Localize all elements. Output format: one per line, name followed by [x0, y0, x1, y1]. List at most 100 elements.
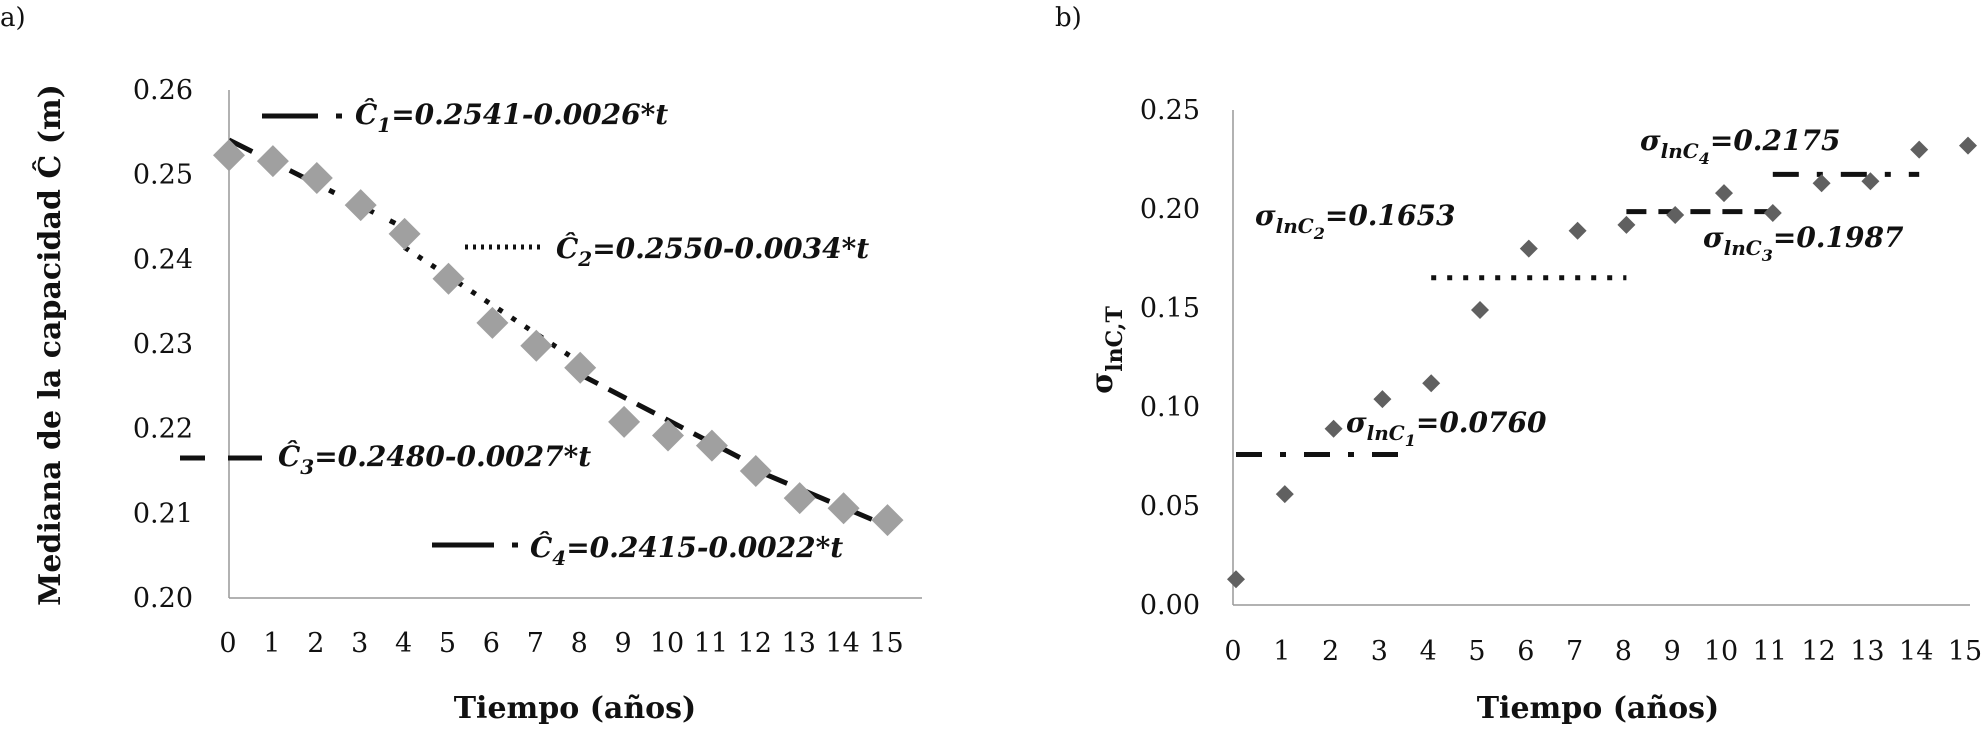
x-tick-label-a: 8	[571, 628, 588, 659]
data-point-b	[1861, 172, 1880, 191]
data-point-b	[1324, 419, 1343, 438]
data-point-b	[1568, 221, 1587, 240]
y-tick-label-a: 0.22	[133, 414, 193, 445]
x-tick-label-a: 7	[527, 628, 544, 659]
x-tick-label-b: 7	[1566, 636, 1583, 667]
x-tick-label-b: 2	[1322, 636, 1339, 667]
y-axis-title-b: σlnC,T	[1085, 306, 1128, 394]
x-axis-title-b: Tiempo (años)	[1477, 691, 1720, 726]
data-points-a	[213, 139, 904, 537]
y-tick-label-b: 0.20	[1140, 194, 1200, 225]
x-tick-label-b: 4	[1420, 636, 1437, 667]
equation-label-c4: Ĉ4=0.2415-0.0022*t	[530, 530, 843, 570]
data-point-a	[520, 329, 553, 362]
x-tick-label-b: 11	[1753, 636, 1787, 667]
mean-lines-b	[1236, 171, 1920, 458]
data-point-a	[695, 429, 728, 462]
equation-label-c3: Ĉ3=0.2480-0.0027*t	[278, 439, 591, 479]
y-tick-label-a: 0.24	[133, 244, 193, 275]
data-point-b	[1373, 390, 1392, 409]
data-point-b	[1763, 203, 1782, 222]
x-tick-label-a: 4	[395, 628, 412, 659]
x-tick-label-b: 5	[1468, 636, 1485, 667]
x-tick-label-a: 6	[483, 628, 500, 659]
equation-label-c2: Ĉ2=0.2550-0.0034*t	[556, 231, 869, 271]
y-tick-label-b: 0.05	[1140, 491, 1200, 522]
x-tick-label-b: 0	[1224, 636, 1241, 667]
y-tick-label-a: 0.21	[133, 498, 193, 529]
data-point-b	[1227, 570, 1245, 589]
data-point-b	[1422, 374, 1441, 393]
y-axis-title-a: Mediana de la capacidad Ĉ (m)	[32, 84, 68, 606]
y-tick-label-b: 0.15	[1140, 293, 1200, 324]
x-tick-label-a: 11	[694, 628, 728, 659]
data-point-a	[871, 504, 904, 537]
data-point-b	[1275, 485, 1294, 504]
data-point-a	[344, 189, 377, 222]
y-tick-labels-a: 0.20 0.21 0.22 0.23 0.24 0.25 0.26	[133, 75, 193, 614]
data-point-a	[388, 217, 421, 250]
data-point-b	[1910, 140, 1929, 159]
data-points-b	[1227, 136, 1977, 589]
x-tick-label-b: 14	[1899, 636, 1933, 667]
data-point-b	[1617, 215, 1636, 234]
x-tick-label-a: 12	[738, 628, 772, 659]
data-point-b	[1715, 184, 1733, 203]
x-tick-label-b: 10	[1704, 636, 1738, 667]
x-tick-label-a: 15	[869, 628, 903, 659]
data-point-a	[564, 351, 597, 384]
data-point-a	[739, 455, 772, 487]
data-point-b	[1519, 239, 1538, 258]
x-tick-label-b: 15	[1948, 636, 1981, 667]
x-tick-label-b: 9	[1664, 636, 1681, 667]
data-point-b	[1959, 136, 1977, 155]
sigma-label-2: σlnC2=0.1653	[1255, 199, 1455, 243]
y-tick-label-a: 0.20	[133, 583, 193, 614]
data-point-a	[476, 306, 509, 339]
data-point-a	[256, 145, 289, 178]
data-point-b	[1471, 300, 1489, 319]
data-point-a	[300, 162, 333, 195]
x-tick-label-b: 3	[1371, 636, 1388, 667]
equation-label-c1: Ĉ1=0.2541-0.0026*t	[355, 97, 668, 137]
sigma-label-1: σlnC1=0.0760	[1346, 406, 1547, 450]
annotations-a: Ĉ1=0.2541-0.0026*t Ĉ2=0.2550-0.0034*t Ĉ3=0…	[278, 97, 869, 570]
x-tick-label-a: 10	[650, 628, 684, 659]
data-point-b	[1666, 205, 1685, 224]
y-tick-label-a: 0.25	[133, 160, 193, 191]
annotations-b: σlnC1=0.0760 σlnC2=0.1653 σlnC3=0.1987 σlnC…	[1255, 124, 1904, 450]
y-tick-label-b: 0.00	[1140, 590, 1200, 621]
x-tick-label-a: 0	[219, 628, 236, 659]
panel-label-a: a)	[0, 3, 26, 33]
x-tick-label-a: 2	[307, 628, 324, 659]
y-tick-label-a: 0.23	[133, 329, 193, 360]
data-point-a	[432, 262, 465, 295]
x-tick-label-b: 1	[1273, 636, 1290, 667]
y-axis-title-b-sub: lnC,T	[1102, 306, 1128, 372]
y-tick-label-a: 0.26	[133, 75, 193, 106]
chart-panel-b: b) 0.00 0.05 0.10 0.15 0.20 0.25 0 1 2 3 4 5 6 7 8 9 10…	[1055, 3, 1981, 726]
data-point-a	[827, 492, 860, 525]
data-point-a	[608, 405, 641, 438]
data-point-a	[783, 482, 816, 515]
data-point-b	[1812, 174, 1831, 193]
equation-legend-a	[180, 113, 542, 548]
y-axis-title-b-main: σ	[1085, 372, 1120, 394]
x-tick-label-a: 13	[782, 628, 816, 659]
panel-label-b: b)	[1055, 3, 1082, 33]
x-tick-label-b: 8	[1615, 636, 1632, 667]
sigma-label-3: σlnC3=0.1987	[1703, 221, 1904, 265]
x-axis-title-a: Tiempo (años)	[454, 691, 697, 726]
y-tick-label-b: 0.25	[1140, 95, 1200, 126]
svg-text:σlnC,T: σlnC,T	[1085, 306, 1128, 394]
fit-line-4	[754, 467, 889, 529]
x-tick-label-a: 5	[439, 628, 456, 659]
fit-line-2	[403, 245, 582, 365]
x-tick-label-b: 6	[1517, 636, 1534, 667]
x-tick-labels-b: 0 1 2 3 4 5 6 7 8 9 10 11 12 13 14 15	[1224, 636, 1981, 667]
data-point-a	[213, 139, 245, 172]
y-tick-label-b: 0.10	[1140, 392, 1200, 423]
x-tick-label-b: 13	[1850, 636, 1884, 667]
